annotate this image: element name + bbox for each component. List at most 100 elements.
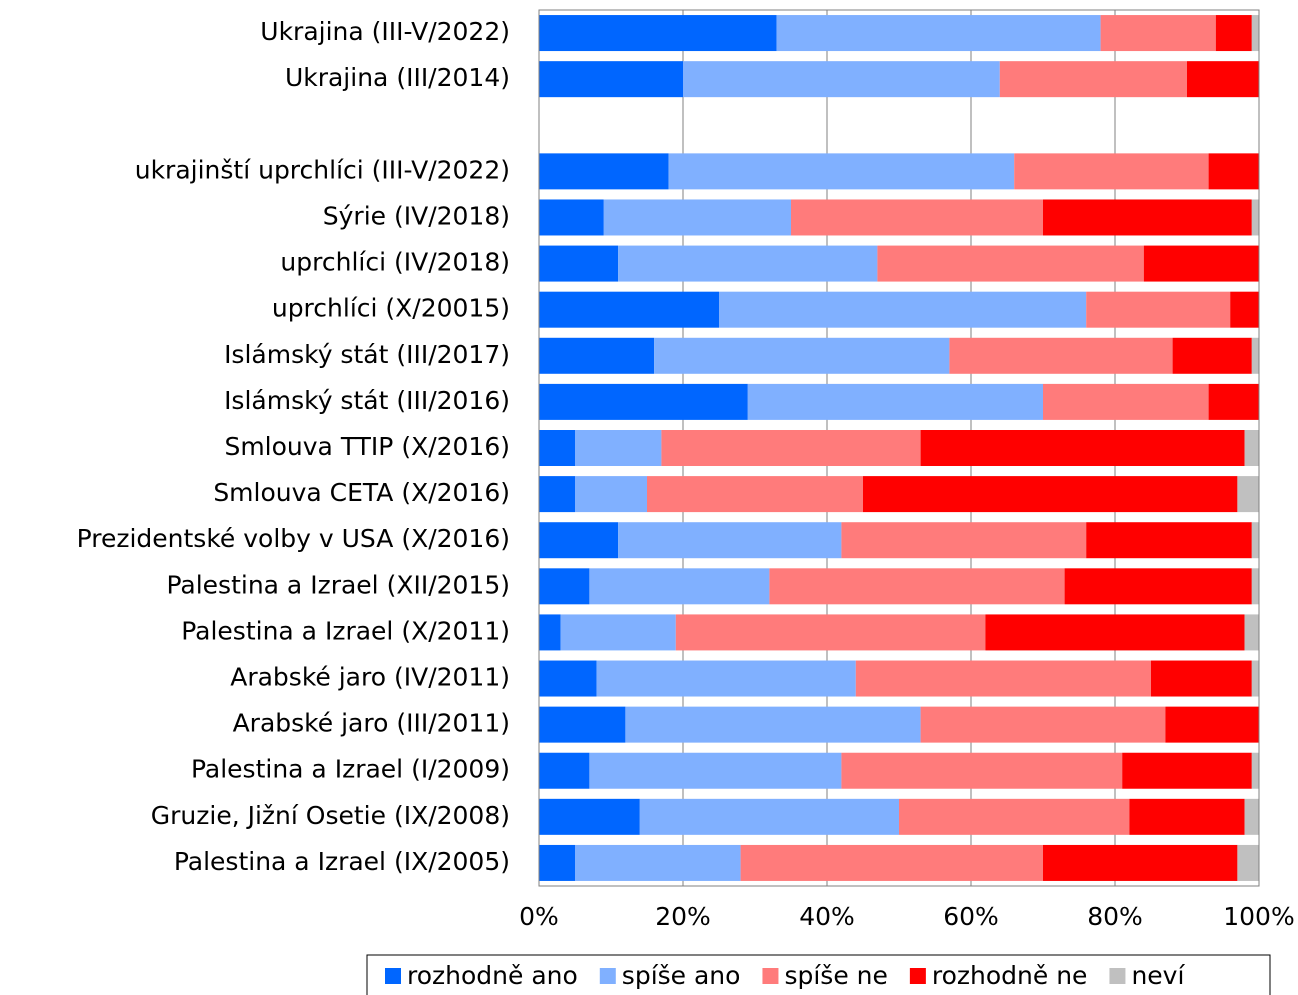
bar-segment <box>618 245 878 282</box>
legend-label: spíše ano <box>622 961 741 990</box>
bar-segment <box>1251 199 1259 236</box>
bar-segment <box>855 660 1151 697</box>
x-tick-label: 60% <box>943 902 999 931</box>
y-tick-label: Ukrajina (III/2014) <box>285 63 510 92</box>
bar-segment <box>1187 61 1259 98</box>
bar-segment <box>539 752 590 789</box>
bar-segment <box>539 614 561 651</box>
bar-segment <box>654 337 950 374</box>
bar-segment <box>560 614 676 651</box>
bar-segment <box>1251 568 1259 605</box>
y-tick-label: Palestina a Izrael (X/2011) <box>181 616 510 645</box>
bar-segment <box>1251 337 1259 374</box>
bars <box>539 15 1259 881</box>
bar-segment <box>1215 15 1252 52</box>
bar-segment <box>575 844 741 881</box>
x-tick-label: 20% <box>655 902 711 931</box>
plot-border <box>538 9 1260 887</box>
y-tick-label: Islámský stát (III/2016) <box>224 386 510 415</box>
bar-segment <box>539 660 597 697</box>
bar-segment <box>769 568 1065 605</box>
y-tick-label: Ukrajina (III-V/2022) <box>260 17 510 46</box>
x-tick-label: 80% <box>1087 902 1143 931</box>
legend-label: spíše ne <box>784 961 887 990</box>
bar-segment <box>1208 153 1259 190</box>
bar-segment <box>719 291 1087 328</box>
legend-label: neví <box>1131 961 1185 990</box>
bar-segment <box>539 568 590 605</box>
bar-segment <box>863 476 1238 513</box>
bar-segment <box>539 61 683 98</box>
bar-segment <box>639 798 899 835</box>
y-tick-label: Arabské jaro (III/2011) <box>233 709 510 738</box>
bar-segment <box>791 199 1043 236</box>
bar-segment <box>841 752 1123 789</box>
bar-segment <box>603 199 791 236</box>
bar-segment <box>539 476 575 513</box>
y-tick-label: Palestina a Izrael (IX/2005) <box>174 847 510 876</box>
y-tick-label: Smlouva CETA (X/2016) <box>213 478 510 507</box>
bar-segment <box>539 383 748 420</box>
bar-segment <box>575 476 647 513</box>
y-tick-label: uprchlíci (IV/2018) <box>280 248 510 277</box>
bar-segment <box>668 153 1015 190</box>
bar-segment <box>1237 844 1259 881</box>
y-tick-label: Palestina a Izrael (I/2009) <box>191 755 510 784</box>
bar-segment <box>539 522 619 559</box>
bar-segment <box>575 430 662 466</box>
bar-segment <box>1230 291 1259 328</box>
bar-segment <box>539 153 669 190</box>
legend-swatch <box>1109 968 1126 984</box>
bar-segment <box>1251 522 1259 559</box>
bar-segment <box>596 660 856 697</box>
y-tick-label: uprchlíci (X/20015) <box>272 294 510 323</box>
bar-segment <box>675 614 986 651</box>
bar-segment <box>1043 199 1252 236</box>
x-tick-label: 0% <box>519 902 559 931</box>
y-tick-label: Sýrie (IV/2018) <box>323 201 510 230</box>
bar-segment <box>539 706 626 743</box>
legend-label: rozhodně ne <box>932 961 1088 990</box>
bar-segment <box>539 430 575 466</box>
bar-segment <box>877 245 1144 282</box>
bar-segment <box>1251 752 1259 789</box>
bar-segment <box>1143 245 1259 282</box>
bar-segment <box>999 61 1187 98</box>
y-tick-label: ukrajinští uprchlíci (III-V/2022) <box>135 155 510 184</box>
bar-segment <box>1100 15 1216 52</box>
bar-segment <box>740 844 1043 881</box>
bar-segment <box>1064 568 1252 605</box>
bar-segment <box>920 706 1166 743</box>
bar-segment <box>625 706 921 743</box>
bar-segment <box>985 614 1245 651</box>
bar-segment <box>747 383 1043 420</box>
legend-swatch <box>599 968 616 984</box>
bar-segment <box>647 476 863 513</box>
bar-segment <box>683 61 1000 98</box>
y-tick-label: Smlouva TTIP (X/2016) <box>224 432 510 461</box>
bar-segment <box>539 15 777 52</box>
bar-segment <box>1151 660 1252 697</box>
bar-segment <box>539 291 719 328</box>
legend-swatch <box>762 968 779 984</box>
bar-segment <box>1251 15 1259 52</box>
bar-segment <box>920 430 1245 466</box>
legend-label: rozhodně ano <box>407 961 578 990</box>
bar-segment <box>539 245 619 282</box>
bar-segment <box>1086 291 1231 328</box>
legend-swatch <box>909 968 926 984</box>
bar-segment <box>841 522 1087 559</box>
bar-segment <box>1165 706 1259 743</box>
y-tick-label: Palestina a Izrael (XII/2015) <box>166 570 510 599</box>
legend: rozhodně ano spíše ano spíše ne rozhodně ne… <box>366 954 1271 995</box>
legend-swatch <box>385 968 401 984</box>
bar-segment <box>1244 798 1259 835</box>
x-tick-label: 40% <box>799 902 855 931</box>
bar-segment <box>539 798 640 835</box>
bar-segment <box>1086 522 1252 559</box>
y-tick-label: Gruzie, Jižní Osetie (IX/2008) <box>151 801 510 830</box>
bar-segment <box>539 337 655 374</box>
bar-segment <box>589 568 770 605</box>
bar-segment <box>661 430 921 466</box>
